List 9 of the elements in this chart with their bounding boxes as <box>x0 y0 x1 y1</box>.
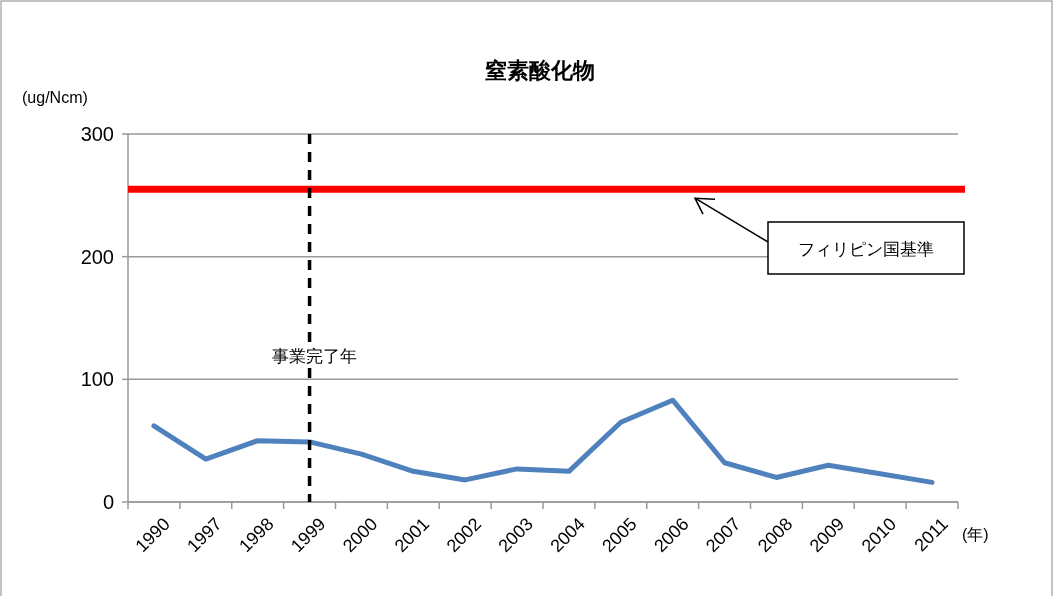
ref-line-label: 事業完了年 <box>272 347 358 366</box>
y-tick-label: 300 <box>80 123 114 145</box>
chart-title: 窒素酸化物 <box>485 58 595 83</box>
ref-line-label: フィリピン国基準 <box>798 240 934 259</box>
x-axis-title: (年) <box>962 526 989 543</box>
y-tick-label: 100 <box>80 368 114 391</box>
y-tick-label: 200 <box>80 245 114 268</box>
y-tick-label: 0 <box>102 491 114 513</box>
y-axis-title: (ug/Ncm) <box>22 89 88 106</box>
